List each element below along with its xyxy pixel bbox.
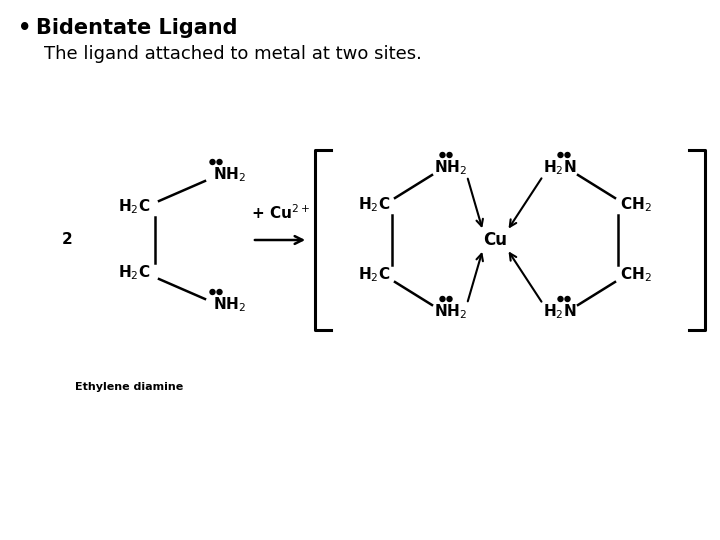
Text: •: • xyxy=(18,18,32,38)
Text: NH$_2$: NH$_2$ xyxy=(213,166,246,184)
Circle shape xyxy=(558,152,563,158)
Text: H$_2$C: H$_2$C xyxy=(358,195,390,214)
Circle shape xyxy=(210,159,215,165)
Text: + Cu$^{2+}$: + Cu$^{2+}$ xyxy=(251,203,310,222)
Circle shape xyxy=(217,159,222,165)
Circle shape xyxy=(447,152,452,158)
Text: H$_2$C: H$_2$C xyxy=(117,264,150,282)
Text: The ligand attached to metal at two sites.: The ligand attached to metal at two site… xyxy=(44,45,422,63)
Text: CH$_2$: CH$_2$ xyxy=(620,195,652,214)
Circle shape xyxy=(440,296,445,301)
Circle shape xyxy=(440,152,445,158)
Circle shape xyxy=(565,296,570,301)
Text: H$_2$C: H$_2$C xyxy=(358,266,390,285)
Text: H$_2$C: H$_2$C xyxy=(117,198,150,217)
Circle shape xyxy=(558,296,563,301)
Text: CH$_2$: CH$_2$ xyxy=(620,266,652,285)
Circle shape xyxy=(210,289,215,294)
Text: H$_2$N: H$_2$N xyxy=(543,302,577,321)
Text: Ethylene diamine: Ethylene diamine xyxy=(75,382,184,392)
Text: 2: 2 xyxy=(62,233,73,247)
Text: H$_2$N: H$_2$N xyxy=(543,159,577,177)
Circle shape xyxy=(565,152,570,158)
Circle shape xyxy=(447,296,452,301)
Text: Bidentate Ligand: Bidentate Ligand xyxy=(36,18,238,38)
Text: NH$_2$: NH$_2$ xyxy=(433,159,467,177)
Circle shape xyxy=(217,289,222,294)
Text: NH$_2$: NH$_2$ xyxy=(213,296,246,314)
Text: NH$_2$: NH$_2$ xyxy=(433,302,467,321)
Text: Cu: Cu xyxy=(483,231,507,249)
